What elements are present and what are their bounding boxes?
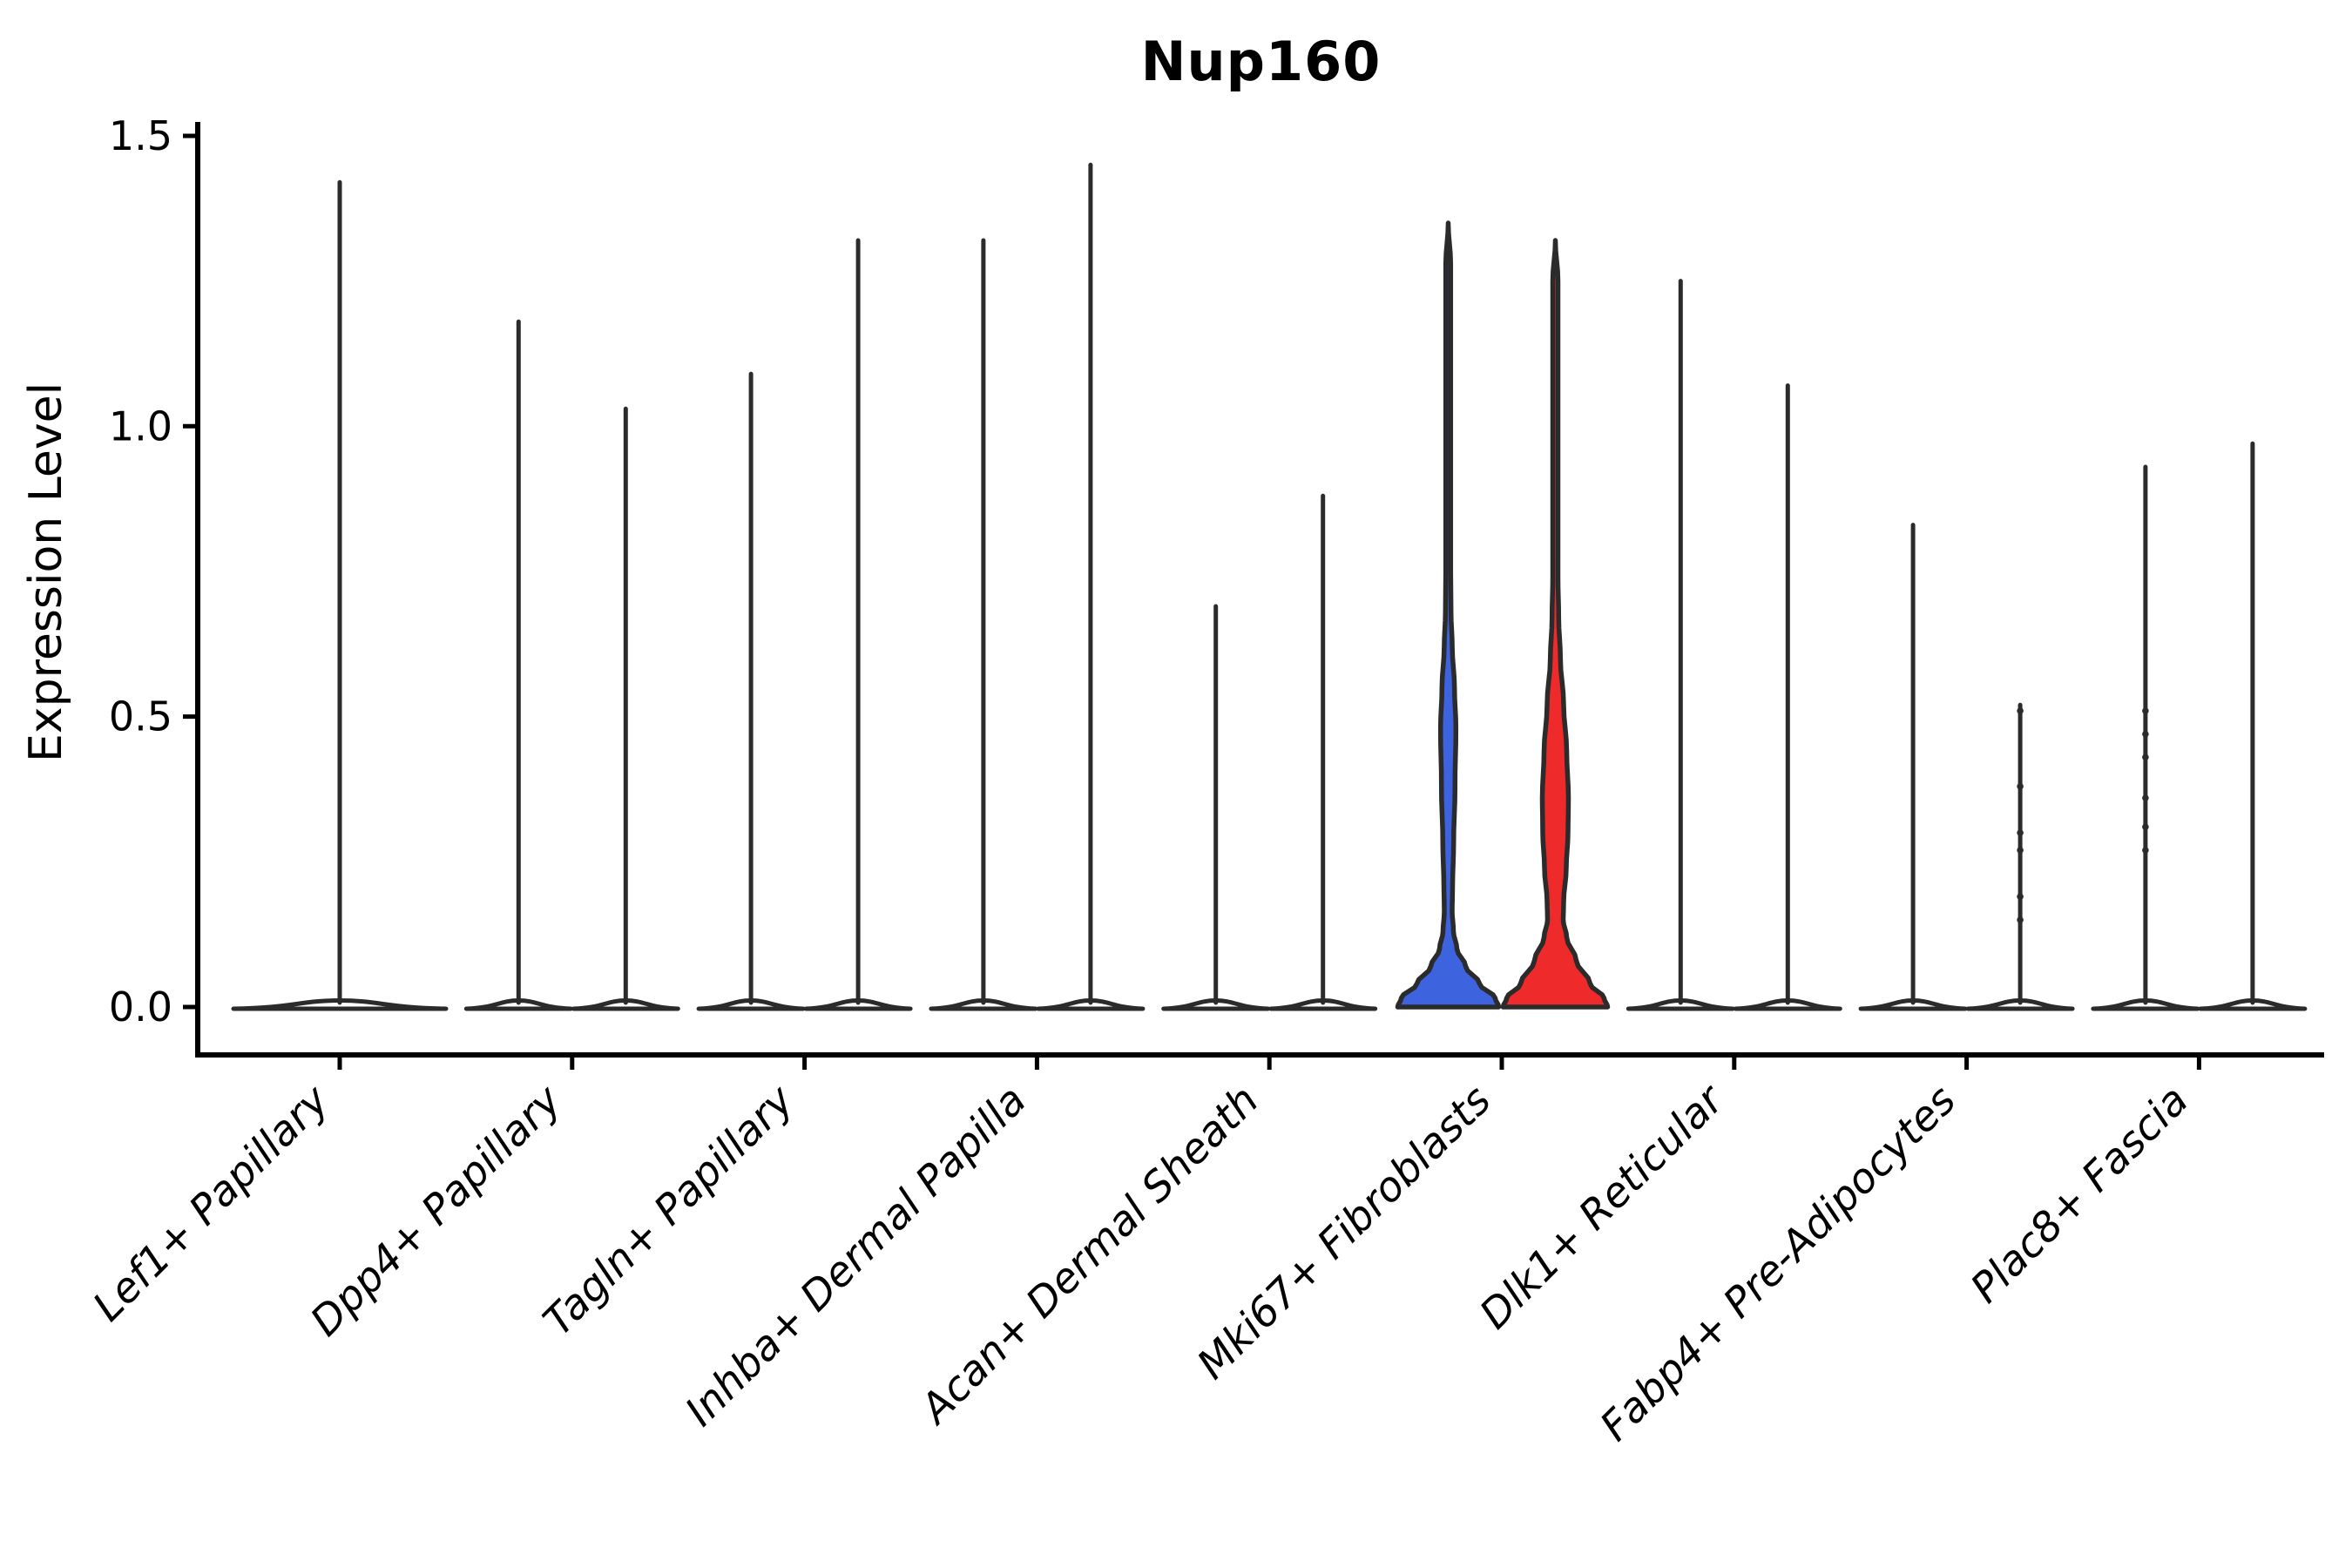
cell-dot xyxy=(2017,893,2024,901)
cell-dot xyxy=(2142,707,2149,714)
cell-dot xyxy=(2017,782,2024,790)
y-tick-label: 0.0 xyxy=(109,983,172,1031)
chart-title: Nup160 xyxy=(1140,30,1382,93)
x-tick-label: Dpp4+ Papillary xyxy=(301,1076,571,1346)
violin-red-mki67 xyxy=(1500,238,1611,1010)
cell-dot xyxy=(2017,847,2024,854)
violin-blue-mki67 xyxy=(1395,220,1502,1010)
x-tick-label: Lef1+ Papillary xyxy=(84,1076,339,1331)
cell-dot xyxy=(2142,730,2149,738)
cell-dot xyxy=(2142,754,2149,761)
cell-dot xyxy=(2017,916,2024,923)
y-tick-label: 1.5 xyxy=(109,112,172,159)
y-tick-label: 1.0 xyxy=(109,402,172,449)
cell-dot xyxy=(2142,847,2149,854)
y-tick-label: 0.5 xyxy=(109,693,172,740)
cell-dot xyxy=(2017,829,2024,836)
cell-dot xyxy=(2142,823,2149,831)
cell-dot xyxy=(2142,794,2149,801)
x-tick-label: Dlk1+ Reticular xyxy=(1470,1075,1734,1339)
x-tick-label: Plac8+ Fascia xyxy=(1962,1077,2198,1313)
x-tick-label: Tagln+ Papillary xyxy=(534,1076,804,1346)
cell-dot xyxy=(2017,707,2024,714)
